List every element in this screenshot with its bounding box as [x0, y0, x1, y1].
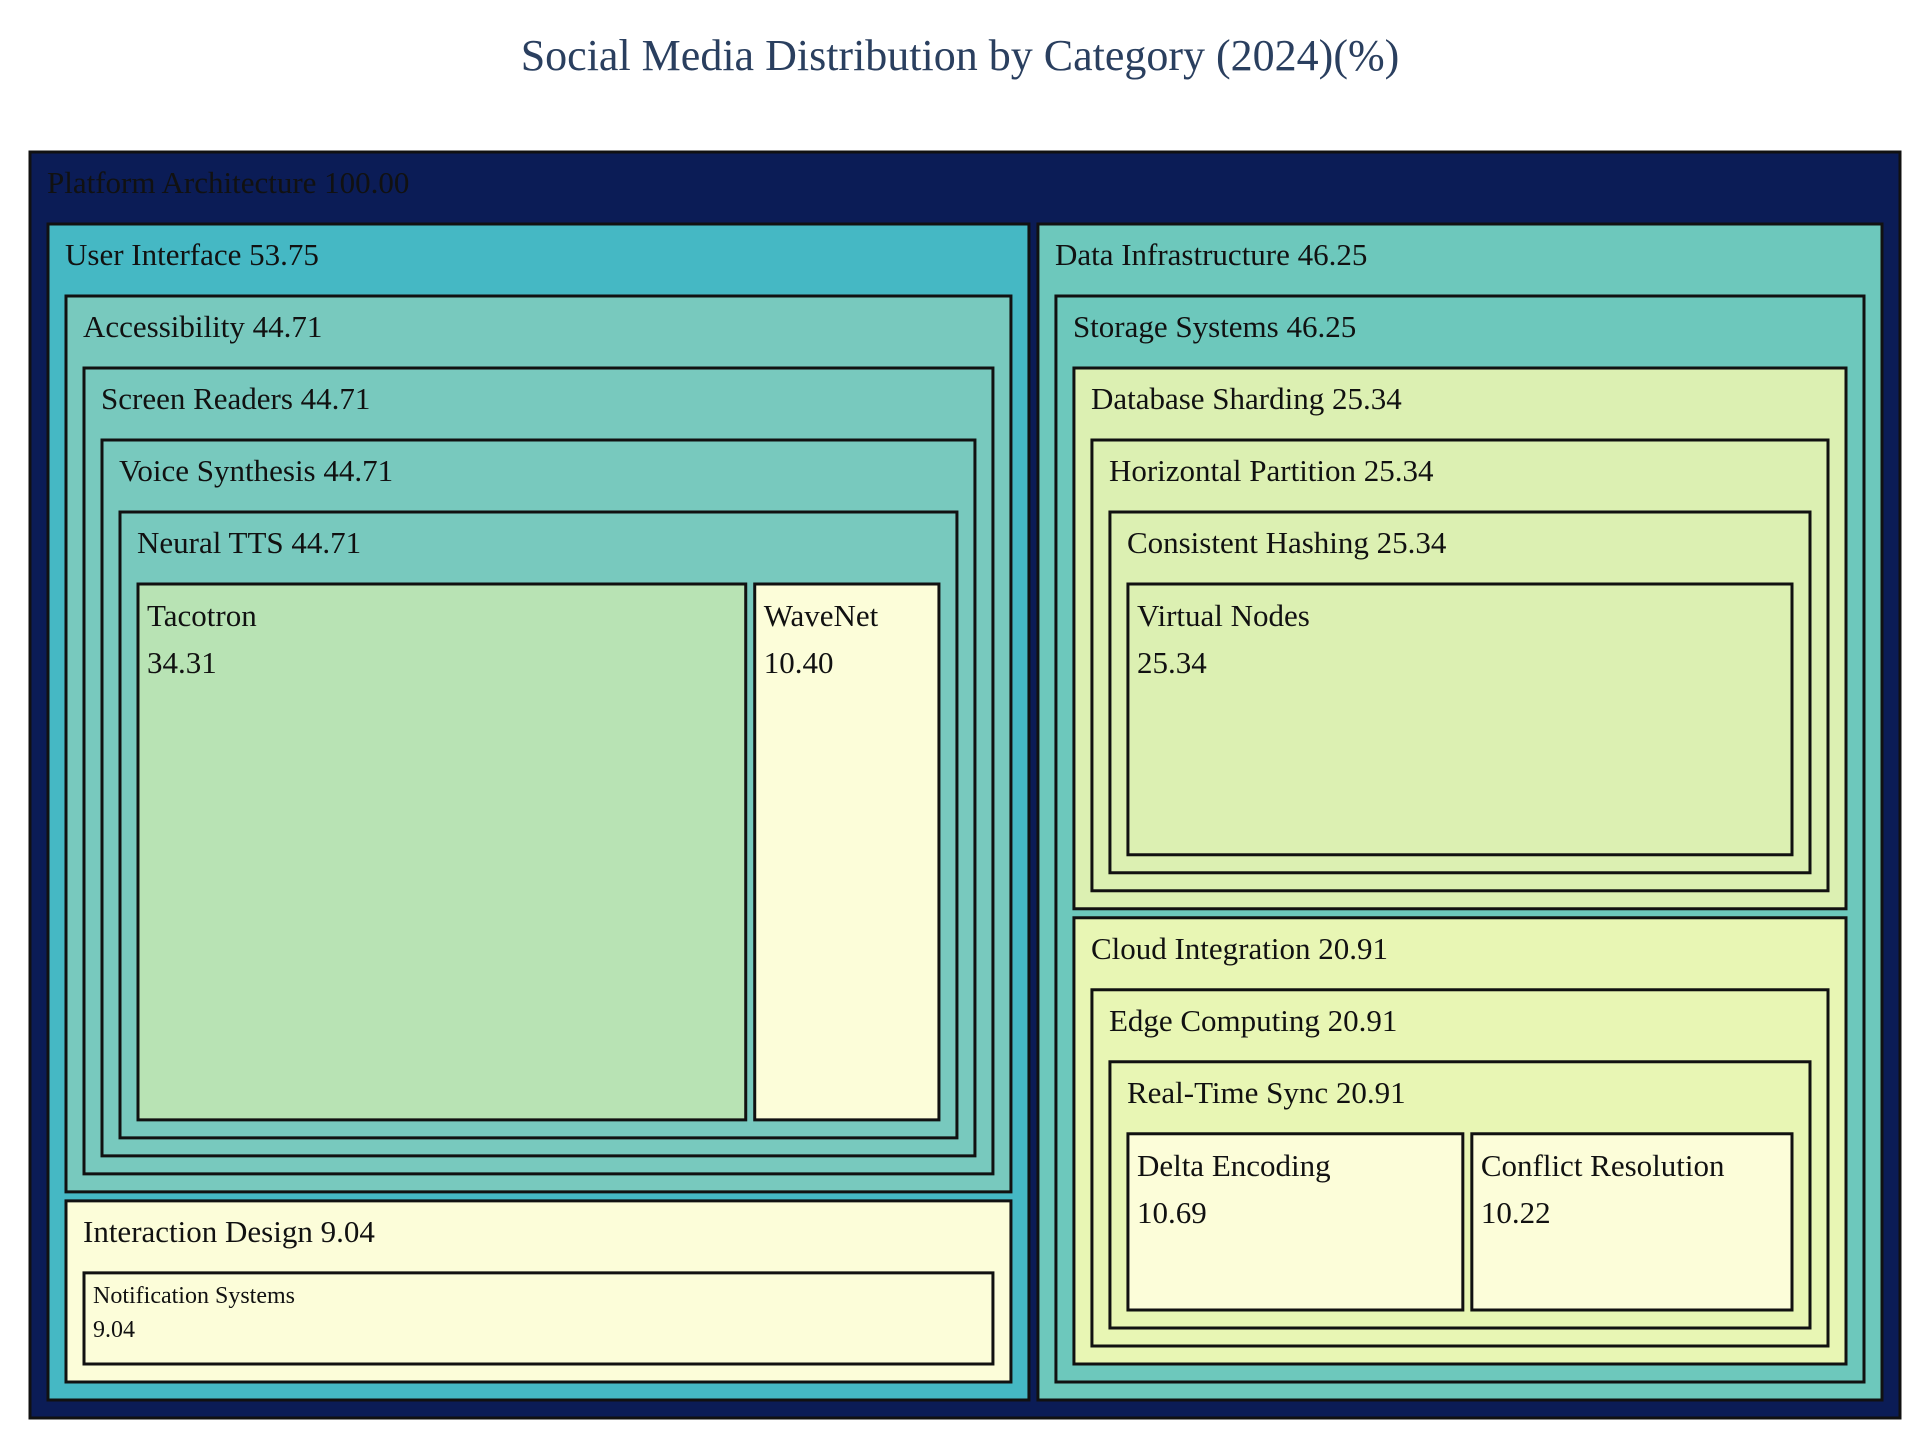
- treemap-label-wavenet: WaveNet: [764, 598, 879, 633]
- treemap-label-accessibility: Accessibility 44.71: [83, 309, 322, 344]
- treemap-label-platform-architecture: Platform Architecture 100.00: [47, 165, 409, 200]
- treemap-node-wavenet[interactable]: [753, 582, 941, 1122]
- treemap-label-data-infrastructure: Data Infrastructure 46.25: [1055, 237, 1367, 272]
- treemap-label-database-sharding: Database Sharding 25.34: [1091, 381, 1402, 416]
- treemap-node-notification-systems[interactable]: [82, 1271, 995, 1366]
- treemap-label-wavenet-value: 10.40: [764, 645, 834, 680]
- treemap-label-delta-encoding-value: 10.69: [1137, 1195, 1207, 1230]
- treemap-label-conflict-resolution-value: 10.22: [1481, 1195, 1551, 1230]
- treemap-node-tacotron[interactable]: [136, 582, 748, 1122]
- treemap-label-cloud-integration: Cloud Integration 20.91: [1091, 931, 1388, 966]
- treemap-label-conflict-resolution: Conflict Resolution: [1481, 1148, 1725, 1183]
- treemap-label-screen-readers: Screen Readers 44.71: [101, 381, 370, 416]
- treemap-node-virtual-nodes[interactable]: [1126, 582, 1794, 857]
- treemap-label-horizontal-partition: Horizontal Partition 25.34: [1109, 453, 1434, 488]
- treemap-label-delta-encoding: Delta Encoding: [1137, 1148, 1331, 1183]
- treemap-label-edge-computing: Edge Computing 20.91: [1109, 1003, 1397, 1038]
- treemap-label-voice-synthesis: Voice Synthesis 44.71: [119, 453, 393, 488]
- chart-title: Social Media Distribution by Category (2…: [520, 31, 1400, 80]
- treemap-label-tacotron-value: 34.31: [147, 645, 217, 680]
- treemap-label-real-time-sync: Real-Time Sync 20.91: [1127, 1075, 1406, 1110]
- treemap-label-virtual-nodes: Virtual Nodes: [1137, 598, 1310, 633]
- treemap-label-consistent-hashing: Consistent Hashing 25.34: [1127, 525, 1447, 560]
- treemap-label-neural-tts: Neural TTS 44.71: [137, 525, 361, 560]
- treemap-label-virtual-nodes-value: 25.34: [1137, 645, 1207, 680]
- treemap-label-tacotron: Tacotron: [147, 598, 257, 633]
- treemap-label-notification-systems: Notification Systems: [93, 1283, 295, 1309]
- treemap-node-delta-encoding[interactable]: [1126, 1132, 1465, 1312]
- treemap-node-conflict-resolution[interactable]: [1470, 1132, 1794, 1312]
- treemap-label-notification-systems-value: 9.04: [93, 1317, 135, 1343]
- treemap-label-storage-systems: Storage Systems 46.25: [1073, 309, 1356, 344]
- treemap-label-user-interface: User Interface 53.75: [65, 237, 319, 272]
- treemap-label-interaction-design: Interaction Design 9.04: [83, 1214, 375, 1249]
